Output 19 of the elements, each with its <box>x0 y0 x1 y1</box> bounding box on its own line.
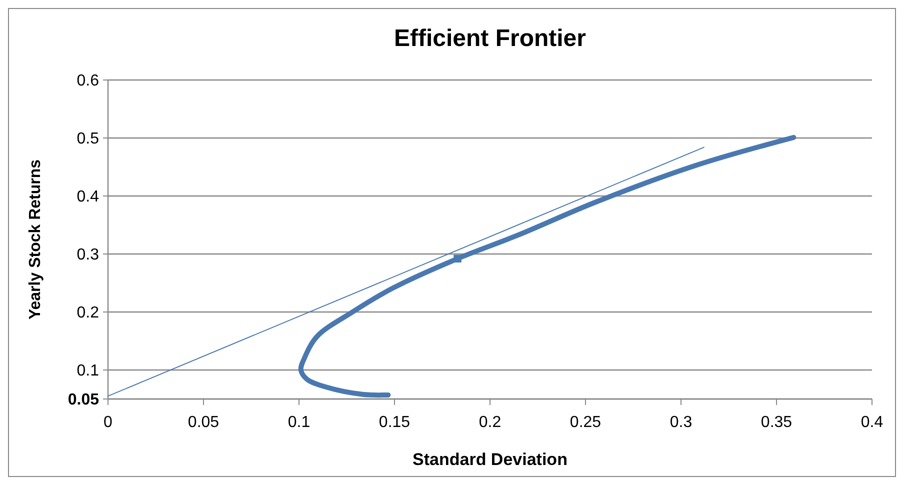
x-tick-label: 0.3 <box>670 414 692 431</box>
y-tick-label: 0.6 <box>76 72 100 90</box>
x-tick-label: 0.15 <box>378 414 410 431</box>
y-tick-label: 0.2 <box>76 304 100 322</box>
y-tick-label: 0.1 <box>76 362 100 380</box>
y-tick-label: 0.05 <box>68 392 100 409</box>
x-axis-title: Standard Deviation <box>412 450 568 469</box>
y-axis-title: Yearly Stock Returns <box>27 159 44 320</box>
x-tick-label: 0.1 <box>288 414 310 431</box>
x-tick-label: 0.4 <box>860 414 884 431</box>
y-tick-label: 0.4 <box>76 188 100 206</box>
x-tick-label: 0.05 <box>188 414 220 431</box>
x-tick-label: 0.2 <box>478 414 502 431</box>
x-tick-label: 0.35 <box>760 414 792 431</box>
x-tick-label: 0.25 <box>570 414 602 431</box>
x-tick-label: 0 <box>104 414 113 431</box>
y-tick-label: 0.3 <box>76 246 100 264</box>
y-tick-label: 0.5 <box>76 130 100 148</box>
chart-title: Efficient Frontier <box>394 25 586 52</box>
